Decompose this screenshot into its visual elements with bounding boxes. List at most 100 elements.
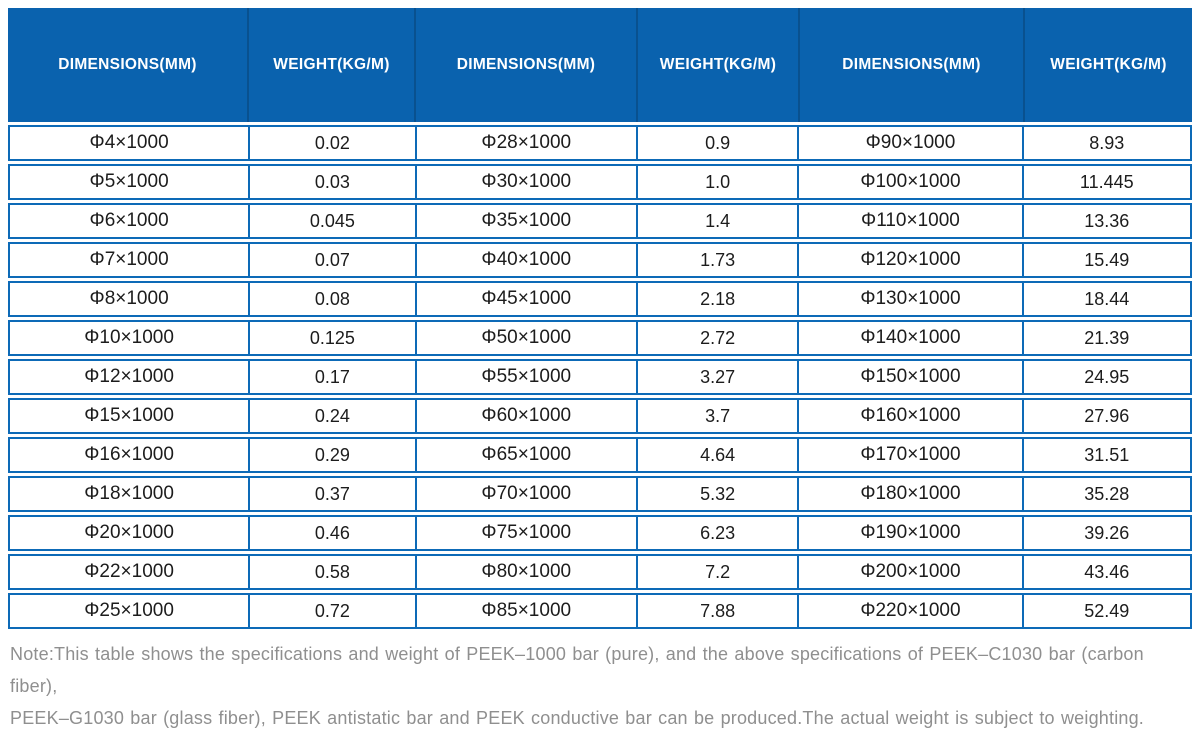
weight-cell: 5.32 — [635, 478, 797, 510]
dimension-cell: Φ110×1000 — [797, 205, 1021, 237]
table-row: Φ16×1000 0.29 Φ65×1000 4.64 Φ170×1000 31.51 — [8, 437, 1192, 473]
dimension-cell: Φ220×1000 — [797, 595, 1021, 627]
table-row: Φ10×1000 0.125 Φ50×1000 2.72 Φ140×1000 21.39 — [8, 320, 1192, 356]
table-header-row: DIMENSIONS(MM) WEIGHT(KG/M) DIMENSIONS(M… — [8, 8, 1192, 122]
dimension-cell: Φ55×1000 — [414, 361, 636, 393]
table-row: Φ20×1000 0.46 Φ75×1000 6.23 Φ190×1000 39.26 — [8, 515, 1192, 551]
dimension-cell: Φ7×1000 — [89, 249, 169, 270]
dimension-cell: Φ12×1000 — [84, 366, 174, 387]
weight-cell: 24.95 — [1021, 361, 1190, 393]
dimension-cell: Φ200×1000 — [797, 556, 1021, 588]
dimension-cell: Φ85×1000 — [414, 595, 636, 627]
dimension-cell: Φ90×1000 — [797, 127, 1021, 159]
dimension-cell: Φ60×1000 — [414, 400, 636, 432]
weight-cell: 18.44 — [1021, 283, 1190, 315]
weight-cell: 7.2 — [635, 556, 797, 588]
table-body: Φ4×1000 0.02 Φ28×1000 0.9 Φ90×1000 8.93 Φ5×100… — [8, 125, 1192, 629]
header-dimensions-1: DIMENSIONS(MM) — [58, 56, 197, 73]
dimension-cell: Φ160×1000 — [797, 400, 1021, 432]
dimension-cell: Φ170×1000 — [797, 439, 1021, 471]
weight-cell: 0.24 — [248, 400, 414, 432]
dimension-cell: Φ180×1000 — [797, 478, 1021, 510]
dimension-cell: Φ28×1000 — [414, 127, 636, 159]
weight-cell: 4.64 — [635, 439, 797, 471]
dimension-cell: Φ35×1000 — [414, 205, 636, 237]
weight-cell: 0.02 — [248, 127, 414, 159]
dimension-cell: Φ25×1000 — [84, 600, 174, 621]
dimension-cell: Φ65×1000 — [414, 439, 636, 471]
weight-cell: 1.4 — [635, 205, 797, 237]
weight-cell: 0.07 — [248, 244, 414, 276]
weight-cell: 8.93 — [1021, 127, 1190, 159]
dimension-cell: Φ20×1000 — [84, 522, 174, 543]
weight-cell: 0.72 — [248, 595, 414, 627]
note-line-2: PEEK–G1030 bar (glass fiber), PEEK antis… — [10, 708, 1145, 728]
table-row: Φ8×1000 0.08 Φ45×1000 2.18 Φ130×1000 18.44 — [8, 281, 1192, 317]
weight-cell: 3.27 — [635, 361, 797, 393]
table-row: Φ5×1000 0.03 Φ30×1000 1.0 Φ100×1000 11.445 — [8, 164, 1192, 200]
table-row: Φ18×1000 0.37 Φ70×1000 5.32 Φ180×1000 35.28 — [8, 476, 1192, 512]
weight-cell: 0.03 — [248, 166, 414, 198]
dimension-cell: Φ6×1000 — [89, 210, 169, 231]
dimension-cell: Φ70×1000 — [414, 478, 636, 510]
weight-cell: 27.96 — [1021, 400, 1190, 432]
weight-cell: 39.26 — [1021, 517, 1190, 549]
table-row: Φ6×1000 0.045 Φ35×1000 1.4 Φ110×1000 13.36 — [8, 203, 1192, 239]
weight-cell: 21.39 — [1021, 322, 1190, 354]
weight-cell: 1.73 — [635, 244, 797, 276]
dimension-cell: Φ140×1000 — [797, 322, 1021, 354]
dimension-cell: Φ22×1000 — [84, 561, 174, 582]
weight-cell: 0.46 — [248, 517, 414, 549]
weight-cell: 15.49 — [1021, 244, 1190, 276]
dimension-cell: Φ75×1000 — [414, 517, 636, 549]
weight-cell: 0.9 — [635, 127, 797, 159]
table-row: Φ25×1000 0.72 Φ85×1000 7.88 Φ220×1000 52.49 — [8, 593, 1192, 629]
weight-cell: 35.28 — [1021, 478, 1190, 510]
weight-cell: 13.36 — [1021, 205, 1190, 237]
weight-cell: 0.17 — [248, 361, 414, 393]
dimension-cell: Φ40×1000 — [414, 244, 636, 276]
dimension-cell: Φ120×1000 — [797, 244, 1021, 276]
dimension-cell: Φ100×1000 — [797, 166, 1021, 198]
weight-cell: 0.29 — [248, 439, 414, 471]
header-weight-2: WEIGHT(KG/M) — [636, 8, 798, 122]
dimension-cell: Φ10×1000 — [84, 327, 174, 348]
dimension-cell: Φ15×1000 — [84, 405, 174, 426]
weight-cell: 0.08 — [248, 283, 414, 315]
table-row: Φ22×1000 0.58 Φ80×1000 7.2 Φ200×1000 43.46 — [8, 554, 1192, 590]
weight-cell: 0.125 — [248, 322, 414, 354]
peek-bar-spec-table: DIMENSIONS(MM) WEIGHT(KG/M) DIMENSIONS(M… — [8, 8, 1192, 629]
dimension-cell: Φ50×1000 — [414, 322, 636, 354]
weight-cell: 31.51 — [1021, 439, 1190, 471]
dimension-cell: Φ45×1000 — [414, 283, 636, 315]
header-dimensions-3: DIMENSIONS(MM) — [798, 8, 1023, 122]
note-line-1: Note:This table shows the specifications… — [10, 644, 1144, 696]
weight-cell: 2.18 — [635, 283, 797, 315]
table-row: Φ7×1000 0.07 Φ40×1000 1.73 Φ120×1000 15.49 — [8, 242, 1192, 278]
table-row: Φ15×1000 0.24 Φ60×1000 3.7 Φ160×1000 27.96 — [8, 398, 1192, 434]
dimension-cell: Φ16×1000 — [84, 444, 174, 465]
weight-cell: 52.49 — [1021, 595, 1190, 627]
dimension-cell: Φ80×1000 — [414, 556, 636, 588]
weight-cell: 7.88 — [635, 595, 797, 627]
weight-cell: 0.37 — [248, 478, 414, 510]
weight-cell: 1.0 — [635, 166, 797, 198]
dimension-cell: Φ150×1000 — [797, 361, 1021, 393]
weight-cell: 0.045 — [248, 205, 414, 237]
dimension-cell: Φ18×1000 — [84, 483, 174, 504]
dimension-cell: Φ190×1000 — [797, 517, 1021, 549]
weight-cell: 2.72 — [635, 322, 797, 354]
weight-cell: 6.23 — [635, 517, 797, 549]
table-row: Φ4×1000 0.02 Φ28×1000 0.9 Φ90×1000 8.93 — [8, 125, 1192, 161]
dimension-cell: Φ30×1000 — [414, 166, 636, 198]
weight-cell: 11.445 — [1021, 166, 1190, 198]
header-weight-1: WEIGHT(KG/M) — [247, 8, 414, 122]
table-note: Note:This table shows the specifications… — [8, 638, 1192, 734]
table-row: Φ12×1000 0.17 Φ55×1000 3.27 Φ150×1000 24.95 — [8, 359, 1192, 395]
dimension-cell: Φ5×1000 — [89, 171, 169, 192]
header-dimensions-2: DIMENSIONS(MM) — [414, 8, 636, 122]
header-weight-3: WEIGHT(KG/M) — [1023, 8, 1192, 122]
weight-cell: 0.58 — [248, 556, 414, 588]
weight-cell: 43.46 — [1021, 556, 1190, 588]
